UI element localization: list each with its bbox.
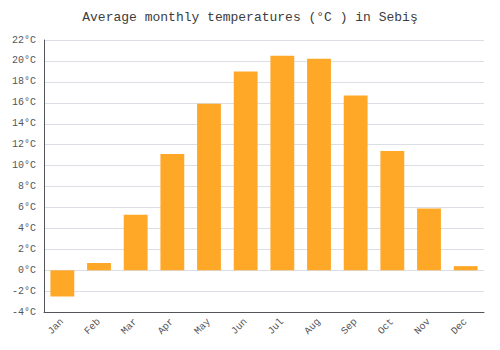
svg-text:-2°C: -2°C: [12, 286, 36, 297]
svg-text:Feb: Feb: [82, 316, 102, 336]
svg-text:20°C: 20°C: [12, 55, 36, 66]
svg-text:0°C: 0°C: [18, 265, 36, 276]
svg-text:Jan: Jan: [46, 316, 66, 336]
svg-text:May: May: [192, 316, 212, 336]
svg-text:Oct: Oct: [376, 316, 396, 336]
svg-text:22°C: 22°C: [12, 35, 36, 46]
svg-text:Apr: Apr: [156, 316, 176, 336]
svg-text:Dec: Dec: [449, 316, 469, 336]
svg-text:Jul: Jul: [266, 316, 286, 336]
svg-text:Sep: Sep: [339, 316, 359, 336]
svg-text:Nov: Nov: [412, 316, 432, 336]
svg-text:Mar: Mar: [119, 316, 139, 336]
svg-text:Aug: Aug: [302, 316, 322, 336]
svg-text:2°C: 2°C: [18, 244, 36, 255]
svg-text:-4°C: -4°C: [12, 307, 36, 318]
svg-text:Jun: Jun: [229, 316, 249, 336]
svg-text:14°C: 14°C: [12, 118, 36, 129]
svg-text:8°C: 8°C: [18, 181, 36, 192]
svg-text:18°C: 18°C: [12, 76, 36, 87]
svg-text:6°C: 6°C: [18, 202, 36, 213]
svg-text:Average monthly temperatures (: Average monthly temperatures (°C ) in Se…: [82, 10, 417, 25]
svg-text:10°C: 10°C: [12, 160, 36, 171]
svg-text:4°C: 4°C: [18, 223, 36, 234]
svg-text:16°C: 16°C: [12, 97, 36, 108]
svg-text:12°C: 12°C: [12, 139, 36, 150]
